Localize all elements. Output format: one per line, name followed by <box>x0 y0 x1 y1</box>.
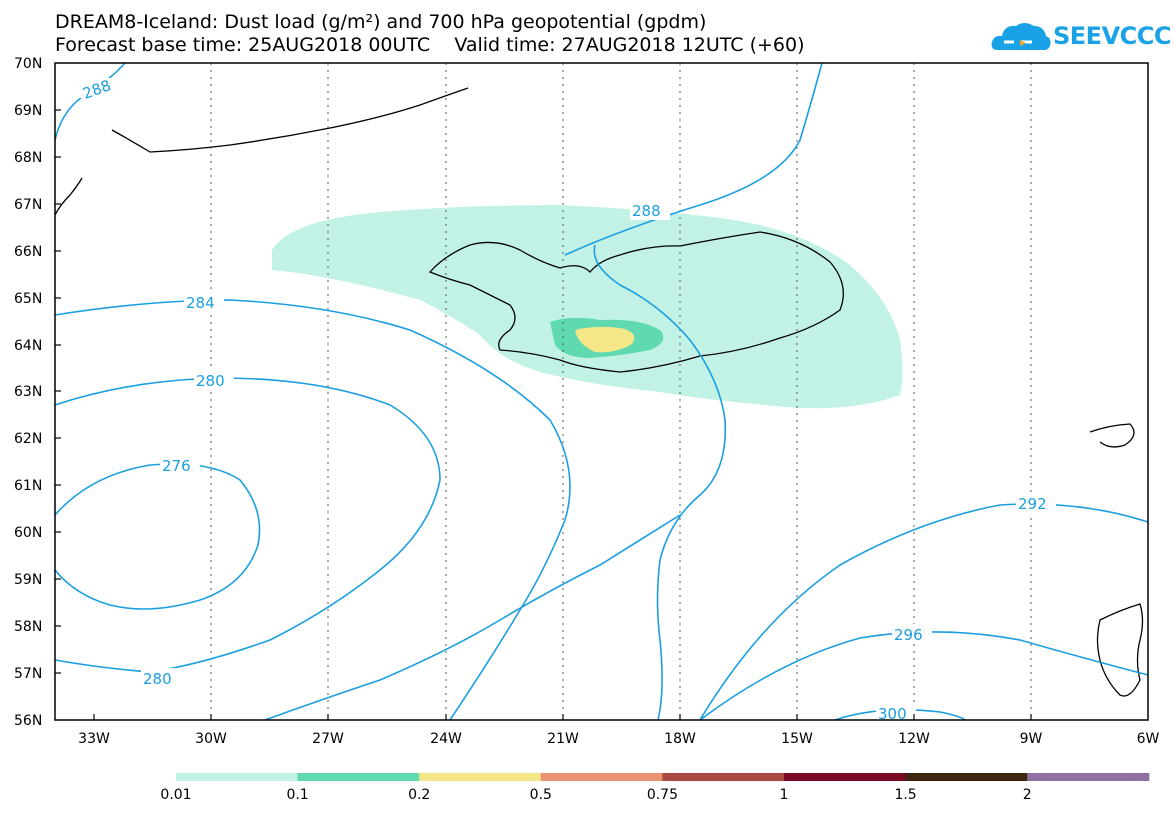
tick-marks <box>55 109 1032 720</box>
lat-label: 57N <box>14 666 42 682</box>
lat-label: 56N <box>14 713 42 729</box>
lon-label: 33W <box>78 731 110 747</box>
legend-label: 1.5 <box>894 787 916 803</box>
map-frame <box>54 62 1149 721</box>
legend-swatch <box>297 773 420 781</box>
title-line-1: DREAM8-Iceland: Dust load (g/m²) and 700… <box>55 11 707 33</box>
legend-label: 0.1 <box>286 787 308 803</box>
contour-label: 288 <box>632 202 661 220</box>
legend-label: 2 <box>1023 787 1032 803</box>
longitude-labels: 33W 30W 27W 24W 21W 18W 15W 12W 9W 6W <box>78 731 1159 747</box>
legend-swatch <box>662 773 785 781</box>
lon-label: 24W <box>430 731 462 747</box>
contour-label: 296 <box>894 626 923 644</box>
geopotential-contours <box>54 62 1149 721</box>
contour-label: 280 <box>143 670 172 688</box>
lon-label: 9W <box>1020 731 1043 747</box>
contour-label: 292 <box>1018 495 1047 513</box>
dust-region-high <box>575 326 635 353</box>
contour-label: 276 <box>162 457 191 475</box>
brand-name: SEEVCCC <box>1053 22 1172 50</box>
legend-swatch <box>1027 773 1150 781</box>
lon-label: 21W <box>547 731 579 747</box>
dust-region-low <box>272 205 903 409</box>
latitude-labels: 70N 69N 68N 67N 66N 65N 64N 63N 62N 61N … <box>14 56 42 729</box>
lon-label: 15W <box>781 731 813 747</box>
contour-label: 300 <box>878 705 907 723</box>
legend-swatch <box>176 773 299 781</box>
contour-label: 284 <box>186 294 215 312</box>
lon-label: 30W <box>195 731 227 747</box>
legend-label: 0.5 <box>530 787 552 803</box>
legend-swatch <box>905 773 1028 781</box>
contour-label: 280 <box>196 372 225 390</box>
coastlines <box>54 87 1144 697</box>
legend-label: 0.2 <box>408 787 430 803</box>
lon-label: 6W <box>1137 731 1160 747</box>
title-line-2: Forecast base time: 25AUG2018 00UTC Vali… <box>55 34 805 56</box>
lat-label: 58N <box>14 619 42 635</box>
lat-label: 68N <box>14 150 42 166</box>
lat-label: 62N <box>14 431 42 447</box>
grid <box>210 63 1032 720</box>
legend-swatch <box>540 773 663 781</box>
contour-labels: 288 288 284 280 276 280 292 296 300 <box>78 76 1056 723</box>
lat-label: 63N <box>14 384 42 400</box>
legend-label: 1 <box>780 787 789 803</box>
legend-label: 0.75 <box>647 787 678 803</box>
legend-swatch <box>419 773 542 781</box>
lon-label: 12W <box>898 731 930 747</box>
lat-label: 61N <box>14 478 42 494</box>
cloud-icon <box>991 23 1051 51</box>
lat-label: 60N <box>14 525 42 541</box>
lat-label: 64N <box>14 338 42 354</box>
lat-label: 65N <box>14 291 42 307</box>
lat-label: 70N <box>14 56 42 72</box>
lat-label: 66N <box>14 244 42 260</box>
legend-label: 0.01 <box>160 787 191 803</box>
legend: 0.01 0.1 0.2 0.5 0.75 1 1.5 2 <box>160 773 1150 803</box>
lat-label: 59N <box>14 572 42 588</box>
legend-swatch <box>784 773 907 781</box>
lat-label: 69N <box>14 103 42 119</box>
lon-label: 18W <box>664 731 696 747</box>
lat-label: 67N <box>14 197 42 213</box>
lon-label: 27W <box>312 731 344 747</box>
